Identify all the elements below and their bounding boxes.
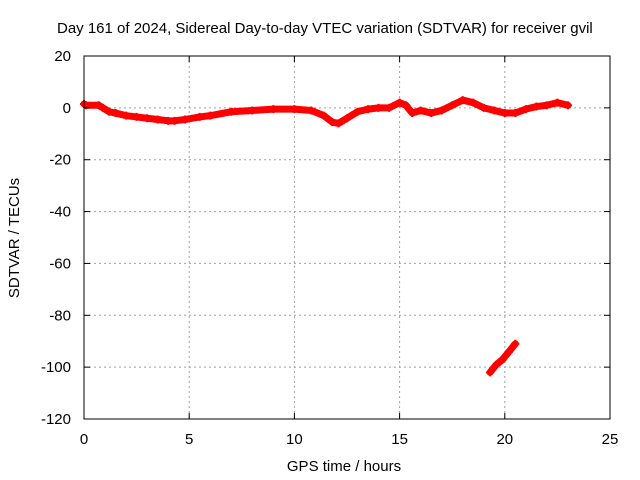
data-point	[334, 119, 343, 128]
data-point	[521, 105, 530, 114]
plot-frame	[83, 55, 611, 420]
data-point	[437, 106, 446, 115]
data-point	[143, 114, 152, 123]
data-point	[458, 96, 467, 105]
data-point	[290, 105, 299, 114]
data-point	[416, 106, 425, 115]
data-point	[486, 368, 495, 377]
data-point	[98, 103, 107, 112]
x-axis-label: GPS time / hours	[287, 458, 401, 475]
data-point	[195, 112, 204, 121]
y-tick-label: -120	[41, 411, 71, 428]
data-point	[542, 101, 551, 110]
data-point	[180, 115, 189, 124]
data-point	[364, 105, 373, 114]
y-axis-ticks: 20 0 -20 -40 -60 -80 -100 -120	[41, 48, 610, 428]
data-point	[490, 106, 499, 115]
data-point	[395, 98, 404, 107]
data-point	[94, 101, 103, 110]
x-tick-label: 5	[185, 431, 193, 448]
data-point	[328, 118, 337, 127]
y-tick-label: -40	[49, 204, 71, 221]
x-tick-label: 10	[286, 431, 303, 448]
data-point	[401, 101, 410, 110]
x-tick-label: 25	[602, 431, 619, 448]
data-point	[532, 102, 541, 111]
data-point	[122, 111, 131, 120]
data-point	[448, 101, 457, 110]
data-point	[153, 115, 162, 124]
data-point	[511, 339, 520, 348]
chart-title: Day 161 of 2024, Sidereal Day-to-day VTE…	[57, 20, 593, 37]
y-tick-label: -20	[49, 152, 71, 169]
x-tick-label: 15	[391, 431, 408, 448]
y-tick-label: -100	[41, 359, 71, 376]
data-point	[408, 109, 417, 118]
data-point	[170, 116, 179, 125]
data-point	[505, 347, 514, 356]
data-point	[307, 106, 316, 115]
y-tick-label: 0	[63, 100, 71, 117]
data-point	[105, 107, 114, 116]
series-trace	[80, 96, 572, 127]
data-point	[227, 107, 236, 116]
data-point	[374, 103, 383, 112]
y-axis-label: SDTVAR / TECUs	[6, 178, 23, 298]
data-point	[553, 98, 562, 107]
data-point	[479, 103, 488, 112]
data-point	[385, 103, 394, 112]
y-tick-label: 20	[54, 48, 71, 65]
data-point	[343, 114, 351, 123]
data-point	[206, 111, 215, 120]
data-series	[80, 96, 572, 377]
data-point	[498, 355, 507, 364]
data-point	[563, 101, 572, 110]
data-point	[111, 109, 120, 118]
data-point	[132, 112, 141, 121]
data-point	[492, 360, 501, 369]
data-point	[469, 98, 478, 107]
data-point	[427, 109, 436, 118]
data-point	[319, 111, 328, 120]
y-tick-label: -80	[49, 307, 71, 324]
x-tick-label: 20	[496, 431, 513, 448]
data-point	[269, 105, 278, 114]
data-point	[353, 107, 362, 116]
data-point	[500, 109, 509, 118]
data-point	[511, 109, 520, 118]
data-point	[248, 106, 257, 115]
y-tick-label: -60	[49, 255, 71, 272]
x-tick-label: 0	[80, 431, 88, 448]
